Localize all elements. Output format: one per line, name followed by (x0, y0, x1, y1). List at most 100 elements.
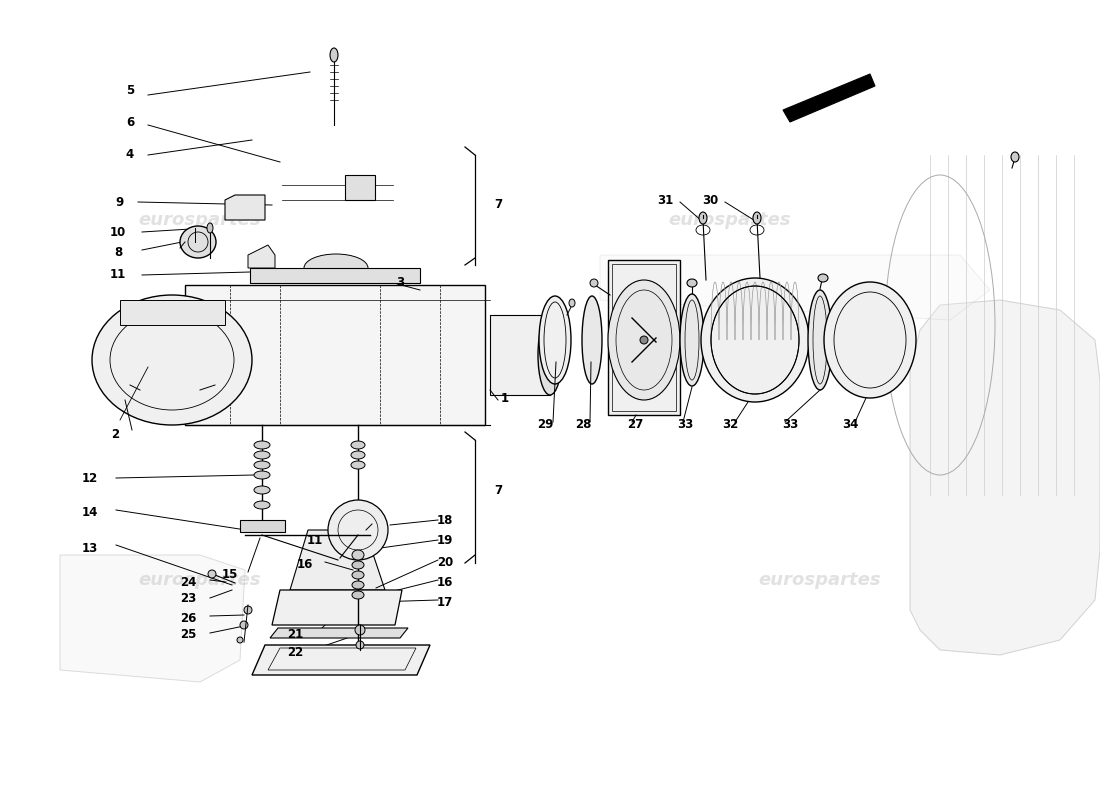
Text: 31: 31 (657, 194, 673, 206)
Polygon shape (783, 74, 874, 122)
Ellipse shape (352, 561, 364, 569)
Text: 4: 4 (125, 149, 134, 162)
Ellipse shape (538, 315, 562, 395)
Polygon shape (345, 175, 375, 200)
Text: eurospartes: eurospartes (669, 211, 791, 229)
Ellipse shape (590, 279, 598, 287)
Text: 11: 11 (307, 534, 323, 546)
Ellipse shape (244, 606, 252, 614)
Bar (120, 300, 226, 325)
Ellipse shape (808, 290, 832, 390)
Ellipse shape (254, 471, 270, 479)
Ellipse shape (569, 299, 575, 307)
Bar (250, 268, 420, 283)
Text: 12: 12 (81, 471, 98, 485)
Ellipse shape (754, 212, 761, 224)
Ellipse shape (640, 336, 648, 344)
Polygon shape (270, 628, 408, 638)
Text: 16: 16 (297, 558, 313, 571)
Text: eurospartes: eurospartes (759, 571, 881, 589)
Text: 25: 25 (179, 629, 196, 642)
Text: 30: 30 (702, 194, 718, 206)
Ellipse shape (328, 500, 388, 560)
Text: 14: 14 (81, 506, 98, 519)
Text: 28: 28 (575, 418, 591, 431)
Text: 9: 9 (116, 195, 124, 209)
Text: 27: 27 (627, 418, 644, 431)
Ellipse shape (207, 223, 213, 233)
Text: 13: 13 (81, 542, 98, 554)
Text: 7: 7 (494, 198, 502, 211)
Text: 33: 33 (782, 418, 799, 431)
Ellipse shape (351, 451, 365, 459)
Text: 6: 6 (125, 115, 134, 129)
Ellipse shape (356, 641, 364, 649)
Ellipse shape (351, 461, 365, 469)
Ellipse shape (208, 570, 216, 578)
Ellipse shape (698, 212, 707, 224)
Ellipse shape (254, 441, 270, 449)
Bar (240, 520, 285, 532)
Ellipse shape (608, 280, 680, 400)
Text: eurospartes: eurospartes (139, 211, 262, 229)
Ellipse shape (254, 501, 270, 509)
Ellipse shape (352, 591, 364, 599)
Ellipse shape (236, 637, 243, 643)
Ellipse shape (254, 461, 270, 469)
Text: 26: 26 (179, 611, 196, 625)
Polygon shape (290, 530, 385, 590)
Text: 2: 2 (111, 429, 119, 442)
Ellipse shape (240, 621, 248, 629)
Ellipse shape (180, 226, 216, 258)
Polygon shape (248, 245, 275, 268)
Text: 32: 32 (722, 418, 738, 431)
Text: 7: 7 (494, 483, 502, 497)
Polygon shape (252, 645, 430, 675)
Text: 3: 3 (396, 275, 404, 289)
Text: 29: 29 (537, 418, 553, 431)
Ellipse shape (824, 282, 916, 398)
Ellipse shape (254, 486, 270, 494)
Bar (612, 264, 676, 411)
Polygon shape (910, 300, 1100, 655)
Text: eurospartes: eurospartes (139, 571, 262, 589)
Ellipse shape (355, 625, 365, 635)
Ellipse shape (254, 451, 270, 459)
Text: 15: 15 (222, 569, 239, 582)
Polygon shape (600, 255, 990, 320)
Bar (490, 315, 550, 395)
Ellipse shape (1011, 152, 1019, 162)
Ellipse shape (351, 441, 365, 449)
Text: 8: 8 (114, 246, 122, 258)
Text: 22: 22 (287, 646, 304, 659)
Text: 10: 10 (110, 226, 126, 238)
Text: 11: 11 (110, 269, 126, 282)
Polygon shape (272, 590, 402, 625)
Ellipse shape (688, 279, 697, 287)
Ellipse shape (304, 254, 368, 282)
Bar (608, 260, 680, 415)
Ellipse shape (330, 48, 338, 62)
Text: 5: 5 (125, 83, 134, 97)
Bar (185, 285, 485, 425)
Text: 34: 34 (842, 418, 858, 431)
Ellipse shape (818, 274, 828, 282)
Text: 16: 16 (437, 575, 453, 589)
Text: 23: 23 (180, 591, 196, 605)
Text: 18: 18 (437, 514, 453, 526)
Text: 20: 20 (437, 555, 453, 569)
Ellipse shape (539, 296, 571, 384)
Text: 24: 24 (179, 575, 196, 589)
Polygon shape (60, 555, 245, 682)
Ellipse shape (92, 295, 252, 425)
Text: 19: 19 (437, 534, 453, 546)
Text: 33: 33 (676, 418, 693, 431)
Ellipse shape (680, 294, 704, 386)
Ellipse shape (352, 581, 364, 589)
Ellipse shape (582, 296, 602, 384)
Text: 17: 17 (437, 597, 453, 610)
Ellipse shape (701, 278, 808, 402)
Text: 21: 21 (287, 629, 304, 642)
Ellipse shape (352, 571, 364, 579)
Polygon shape (226, 195, 265, 220)
